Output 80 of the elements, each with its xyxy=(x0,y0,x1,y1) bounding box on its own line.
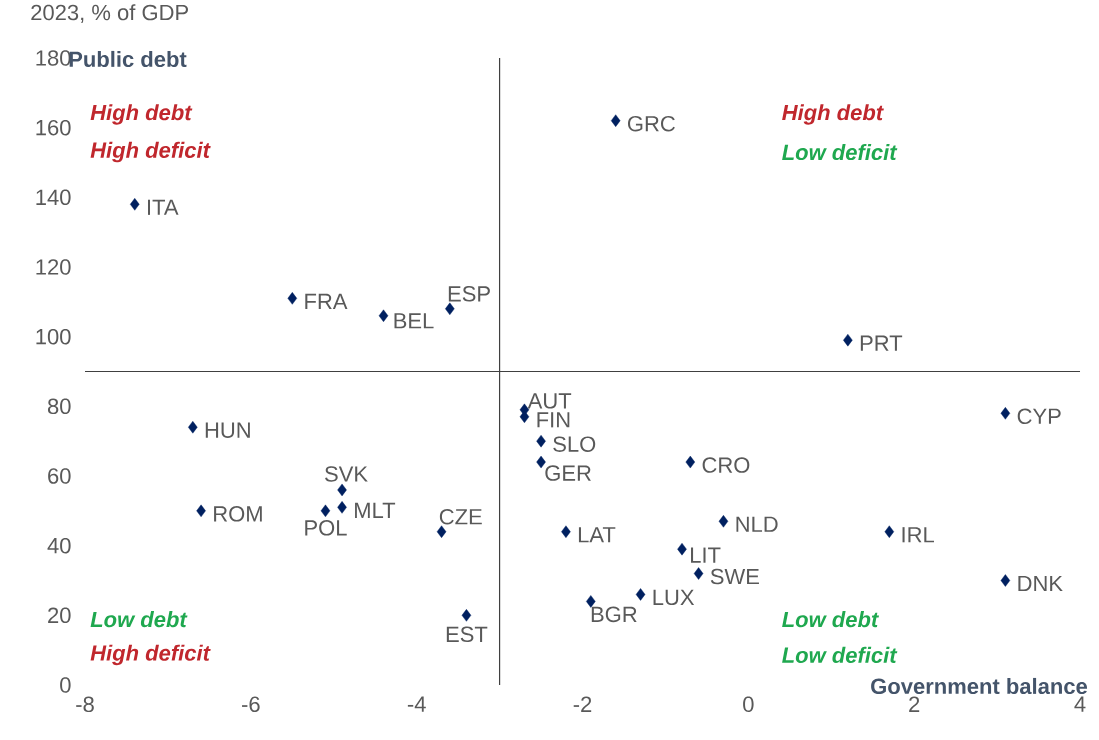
point xyxy=(1000,574,1011,587)
y-tick-label: 0 xyxy=(60,677,71,693)
annotation: GER xyxy=(545,465,591,481)
x-axis-title: Government balance xyxy=(871,677,1088,695)
annotation: Low deficit xyxy=(782,143,898,161)
point xyxy=(677,542,687,556)
point xyxy=(130,198,140,211)
x-tick-label: 2 xyxy=(909,696,920,712)
point xyxy=(685,455,695,469)
point xyxy=(718,515,729,528)
x-tick-label: -2 xyxy=(573,696,592,712)
point xyxy=(378,309,389,322)
point xyxy=(320,504,331,518)
point xyxy=(843,333,853,347)
point xyxy=(461,609,472,622)
annotation: IRL xyxy=(902,527,934,543)
point xyxy=(561,525,571,538)
annotation: High debt xyxy=(90,104,193,125)
annotation: Low deficit xyxy=(782,646,898,663)
point xyxy=(884,525,894,538)
annotation: PRT xyxy=(860,335,903,351)
annotation: POL xyxy=(305,520,347,536)
annotation: High deficit xyxy=(90,141,211,163)
annotation: SLO xyxy=(553,436,596,452)
point xyxy=(693,567,704,580)
y-tick-label: 120 xyxy=(36,259,71,275)
y-tick-label: 20 xyxy=(48,607,71,624)
annotation: FRA xyxy=(305,293,348,309)
y-tick-label: 140 xyxy=(36,189,71,206)
y-tick-label: 80 xyxy=(47,398,71,415)
y-tick-label: 180 xyxy=(36,50,71,66)
point xyxy=(536,455,546,469)
y-tick-label: 160 xyxy=(36,119,71,136)
annotation: FIN xyxy=(537,412,570,428)
annotation: GRC xyxy=(627,115,675,132)
point xyxy=(1000,407,1011,420)
point xyxy=(188,421,198,434)
annotation: High deficit xyxy=(90,644,211,666)
annotation: ITA xyxy=(147,199,179,215)
y-tick-label: 40 xyxy=(47,537,71,554)
point xyxy=(586,595,596,608)
x-tick-label: -4 xyxy=(407,696,426,712)
point xyxy=(610,114,621,127)
x-tick-label: -6 xyxy=(242,696,260,713)
annotation: LUX xyxy=(653,589,695,606)
point xyxy=(436,525,447,538)
annotation: ESP xyxy=(448,286,490,302)
annotation: Low debt xyxy=(782,611,879,628)
chart-subtitle: 2023, % of GDP xyxy=(31,4,188,23)
annotation: SWE xyxy=(710,568,759,585)
point xyxy=(287,292,297,305)
point xyxy=(337,501,347,514)
y-axis-title: Public debt xyxy=(69,50,187,68)
x-tick-label: -8 xyxy=(76,696,94,713)
annotation: CYP xyxy=(1017,408,1061,425)
point xyxy=(635,588,646,601)
annotation: HUN xyxy=(205,422,250,438)
y-tick-label: 100 xyxy=(36,328,71,345)
annotation: LAT xyxy=(578,527,616,543)
point xyxy=(337,483,347,497)
annotation: MLT xyxy=(355,502,396,518)
point xyxy=(536,434,546,448)
annotation: Low debt xyxy=(90,611,188,628)
y-tick-label: 60 xyxy=(48,468,71,484)
annotation: BGR xyxy=(591,606,637,623)
annotation: LIT xyxy=(691,547,721,563)
annotation: ROM xyxy=(214,506,262,522)
x-tick-label: 4 xyxy=(1074,696,1086,712)
x-tick-label: 0 xyxy=(743,696,754,713)
annotation: CZE xyxy=(439,508,482,525)
point xyxy=(196,504,206,518)
annotation: NLD xyxy=(736,516,778,532)
annotation: DNK xyxy=(1018,575,1063,592)
annotation: SVK xyxy=(325,466,368,482)
annotation: BEL xyxy=(394,313,434,329)
annotation: EST xyxy=(446,626,488,643)
annotation: High debt xyxy=(782,104,884,125)
annotation: AUT xyxy=(527,393,572,409)
annotation: CRO xyxy=(702,457,750,473)
point xyxy=(445,302,455,315)
